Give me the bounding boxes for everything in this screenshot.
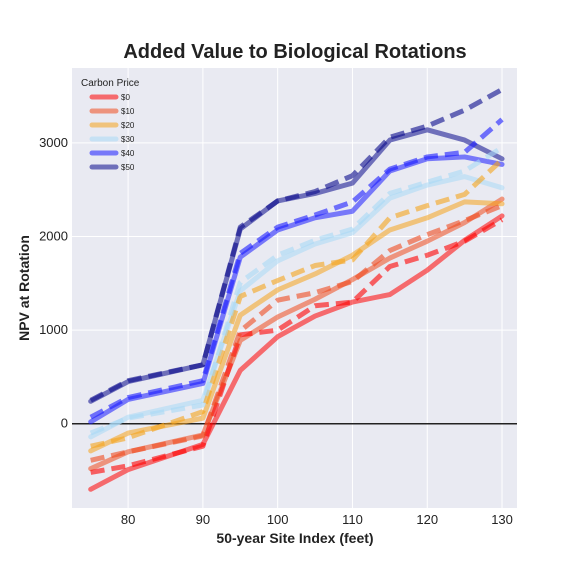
chart-title: Added Value to Biological Rotations: [123, 41, 466, 63]
x-tick-label: 110: [342, 512, 363, 527]
y-axis-label: NPV at Rotation: [16, 235, 32, 341]
x-tick-label: 130: [491, 512, 513, 527]
series-line-dashed: [89, 87, 504, 403]
y-tick-label: 1000: [39, 322, 68, 337]
x-tick-label: 100: [267, 512, 289, 527]
x-tick-label: 120: [416, 512, 438, 527]
legend-items: $0 $10 $20 $30 $40 $50: [89, 93, 135, 172]
legend-label: $30: [121, 135, 135, 144]
series-line-dashed: [90, 203, 503, 463]
x-axis-label: 50-year Site Index (feet): [216, 530, 373, 546]
x-tick-label: 80: [121, 512, 135, 527]
series-line-solid: [88, 199, 505, 454]
y-tick-label: 2000: [39, 229, 68, 244]
series-line-dashed: [90, 217, 504, 475]
x-tick-label: 90: [196, 512, 210, 527]
series-line-solid: [88, 174, 505, 440]
series-lines: [88, 87, 505, 492]
series-line-dashed: [90, 157, 504, 449]
legend-label: $0: [121, 93, 130, 102]
legend-label: $50: [121, 163, 135, 172]
y-tick-label: 0: [61, 416, 68, 431]
legend-title: Carbon Price: [81, 78, 140, 89]
legend: Carbon Price $0 $10 $20 $30 $40 $50: [81, 78, 140, 172]
plot-area: [72, 68, 517, 508]
y-tick-label: 3000: [39, 135, 68, 150]
legend-label: $20: [121, 121, 135, 130]
series-line-dashed: [89, 145, 504, 436]
series-line-dashed: [89, 117, 504, 420]
legend-label: $10: [121, 107, 135, 116]
legend-label: $40: [121, 149, 135, 158]
tick-labels: 80 90 100 110 120 130 0 1000 2000 3000: [39, 135, 513, 527]
